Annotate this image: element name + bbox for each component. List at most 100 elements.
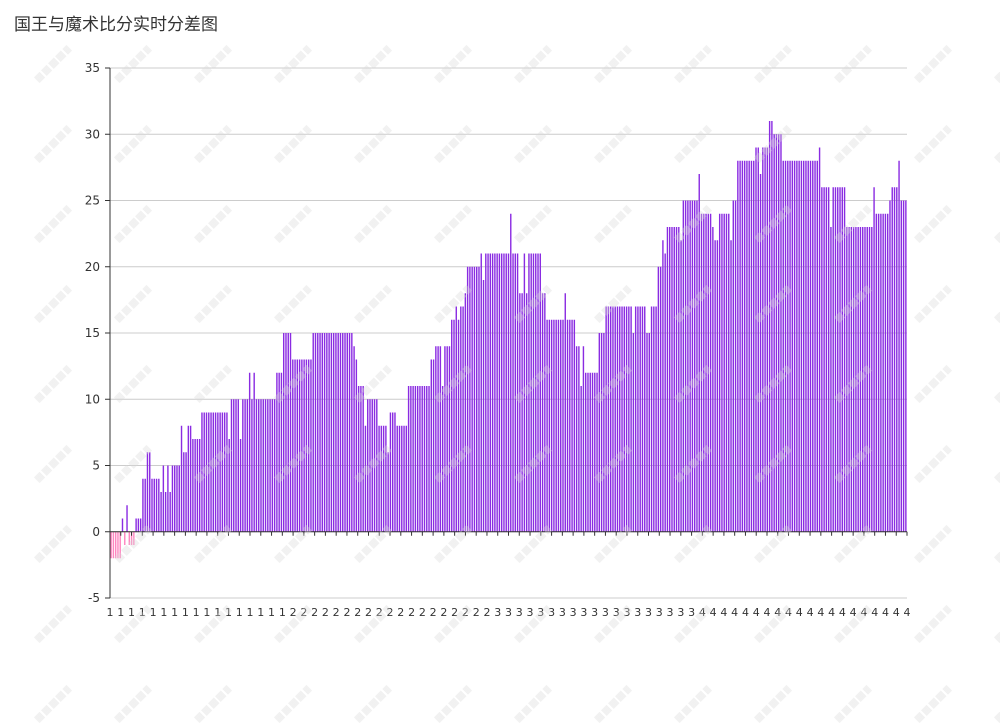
bar (857, 227, 859, 532)
bar (793, 160, 796, 532)
x-tick-label: 1 (203, 606, 210, 619)
bar (451, 319, 453, 532)
bar (875, 213, 878, 532)
bars (110, 121, 907, 559)
x-tick-label: 2 (483, 606, 490, 619)
bar (675, 227, 678, 532)
bar (886, 213, 889, 532)
bar (516, 253, 519, 532)
bar (784, 160, 787, 532)
watermark-mark (33, 684, 73, 723)
bar (550, 319, 553, 532)
bar (773, 134, 775, 532)
bar (852, 227, 855, 532)
bar (689, 200, 691, 532)
bar (621, 306, 623, 532)
bar (178, 465, 180, 532)
bar (283, 333, 285, 532)
bar (253, 372, 255, 532)
bar (110, 531, 112, 559)
bar (321, 333, 324, 532)
bar (208, 412, 210, 532)
bar (739, 160, 741, 532)
watermark-mark (673, 684, 713, 723)
bar (346, 333, 348, 532)
bar (714, 240, 716, 532)
watermark-mark (753, 684, 793, 723)
bar (337, 333, 339, 532)
bar (827, 187, 830, 532)
x-tick-label: 2 (440, 606, 447, 619)
bar (539, 253, 541, 532)
x-tick-label: 1 (214, 606, 221, 619)
bar (718, 213, 721, 532)
y-tick-label: -5 (88, 591, 100, 605)
bar (814, 160, 816, 532)
bar (471, 266, 473, 532)
bar (276, 372, 278, 532)
bar (187, 425, 190, 532)
bar (612, 306, 614, 532)
x-tick-label: 4 (860, 606, 867, 619)
bar (864, 227, 866, 532)
bar (317, 333, 319, 532)
bar (294, 359, 296, 532)
bar (594, 372, 596, 532)
bar (632, 333, 635, 532)
bar (183, 452, 185, 532)
bar (398, 425, 401, 532)
bar (430, 359, 433, 532)
bar (575, 346, 578, 532)
bar (342, 333, 344, 532)
x-tick-label: 2 (430, 606, 437, 619)
x-tick-label: 1 (279, 606, 286, 619)
bar (487, 253, 489, 532)
bar (673, 227, 675, 532)
bar (775, 134, 778, 532)
bar (114, 531, 117, 559)
watermark-mark (913, 684, 953, 723)
bar (898, 160, 900, 532)
bar (453, 319, 455, 532)
bar (609, 306, 612, 532)
bar (725, 213, 728, 532)
bar (800, 160, 803, 532)
bar (796, 160, 798, 532)
bar (376, 399, 378, 532)
bar (385, 425, 387, 532)
bar (812, 160, 814, 532)
bar (659, 266, 662, 532)
bar (523, 253, 526, 532)
bar (721, 213, 723, 532)
bar (809, 160, 812, 532)
bar (219, 412, 221, 532)
y-tick-label: 20 (85, 260, 100, 274)
y-tick-label: 35 (85, 61, 100, 75)
bar (446, 346, 448, 532)
bar (596, 372, 598, 532)
bar (185, 452, 187, 532)
bar (258, 399, 260, 532)
bar (323, 333, 326, 532)
bar (494, 253, 496, 532)
bar (578, 346, 580, 532)
bar (877, 213, 880, 532)
bar (503, 253, 505, 532)
bar (759, 174, 762, 532)
bar (149, 452, 151, 532)
bar (569, 319, 571, 532)
x-tick-label: 3 (570, 606, 577, 619)
x-tick-label: 3 (634, 606, 641, 619)
watermark-mark (353, 684, 393, 723)
y-tick-label: 25 (85, 194, 100, 208)
bar (505, 253, 507, 532)
bar (544, 293, 546, 532)
bar (242, 399, 244, 532)
bar (614, 306, 616, 532)
x-tick-label: 3 (602, 606, 609, 619)
bar (292, 359, 294, 532)
watermark-mark (833, 684, 873, 723)
bar (469, 266, 471, 532)
bar (902, 200, 905, 532)
